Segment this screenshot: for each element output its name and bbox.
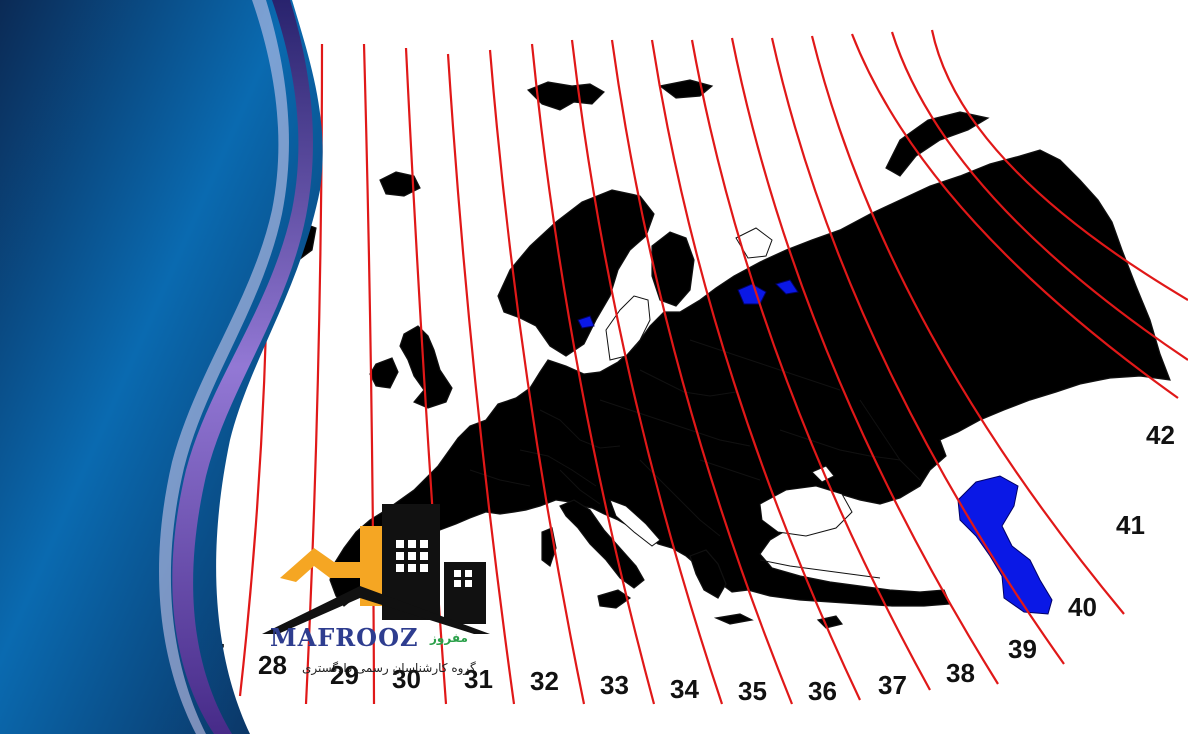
- zone-meridian-line: [850, 33, 1179, 399]
- continental-europe-russia-landmass: [329, 149, 1171, 607]
- zone-meridian-line: [890, 31, 1188, 361]
- zone-label-40: 40: [1068, 592, 1097, 622]
- zone-label-28: 28: [258, 650, 287, 680]
- white-sea: [735, 227, 773, 259]
- logo-tagline-text: گروه کارشناسان رسمی دادگستری: [302, 661, 476, 676]
- logo-orange-tower: [360, 526, 382, 606]
- zone-meridian-line: [770, 37, 1065, 665]
- zone-meridian-line: [810, 35, 1125, 615]
- logo-brand-fa-text: مفروز: [429, 631, 468, 646]
- zone-label-31: 31: [464, 664, 493, 694]
- zone-meridian-line: [610, 39, 794, 705]
- great-britain-landmass: [399, 325, 453, 409]
- zone-meridian-line: [446, 53, 516, 705]
- logo-orange-roof: [280, 548, 362, 582]
- logo-windows: [396, 540, 428, 572]
- decorative-wave: [0, 0, 323, 734]
- caspian-sea: [957, 475, 1053, 615]
- landmass-layer: [283, 79, 1171, 629]
- zone-label-39: 39: [1008, 634, 1037, 664]
- zone-label-42: 42: [1146, 420, 1175, 450]
- finland-landmass: [651, 231, 695, 307]
- zone-meridian-line: [570, 39, 724, 705]
- logo-brand-text: MAFROOZ: [270, 623, 419, 652]
- iceland-landmass: [379, 171, 421, 197]
- zone-meridian-line: [730, 37, 999, 685]
- sicily-landmass: [597, 589, 632, 609]
- zone-meridian-line: [530, 43, 656, 705]
- svalbard-landmass: [526, 81, 605, 111]
- ireland-landmass: [369, 357, 399, 389]
- zone-label-34: 34: [670, 674, 699, 704]
- zone-meridian-line: [488, 49, 586, 705]
- lake-vanern: [577, 315, 595, 329]
- lake-onega: [775, 279, 799, 295]
- logo-black-roof: [262, 586, 490, 634]
- franz-josef-landmass: [658, 79, 714, 99]
- scandinavia-landmass: [497, 189, 655, 357]
- water-layer: [605, 227, 853, 547]
- zone-labels: 27282930313233343536373839404142: [196, 420, 1175, 706]
- baltic-sea: [605, 295, 651, 361]
- zone-label-32: 32: [530, 666, 559, 696]
- zone-label-29: 29: [330, 660, 359, 690]
- country-borders: [399, 339, 921, 579]
- mafrooz-logo: MAFROOZ مفروز گروه کارشناسان رسمی دادگست…: [262, 504, 490, 676]
- crete-landmass: [713, 613, 754, 625]
- zone-label-30: 30: [392, 664, 421, 694]
- novaya-zemlya-landmass: [885, 111, 990, 177]
- zone-label-36: 36: [808, 676, 837, 706]
- zone-meridian-line: [690, 39, 931, 691]
- zone-label-38: 38: [946, 658, 975, 688]
- zone-meridian-line: [650, 39, 861, 701]
- zone-label-41: 41: [1116, 510, 1145, 540]
- adriatic-sea: [609, 499, 661, 547]
- italy-landmass: [559, 499, 645, 589]
- greece-landmass: [689, 549, 727, 599]
- zone-meridian-line: [362, 43, 376, 705]
- zone-meridian-line: [930, 29, 1188, 301]
- zone-label-35: 35: [738, 676, 767, 706]
- zone-label-33: 33: [600, 670, 629, 700]
- zone-label-37: 37: [878, 670, 907, 700]
